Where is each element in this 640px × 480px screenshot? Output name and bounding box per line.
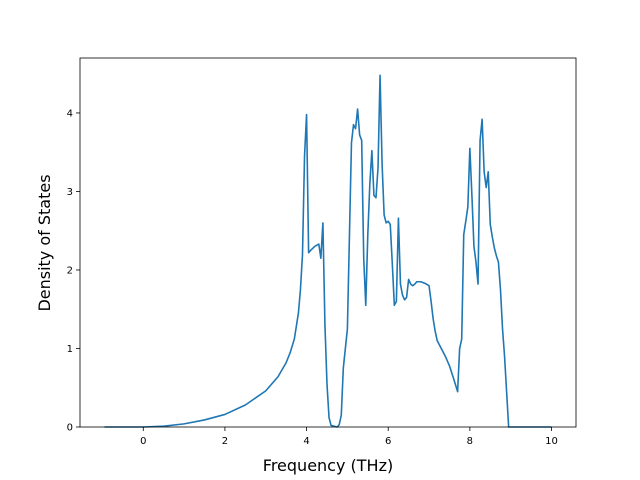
axes: 0 2 4 6 8 10 0 1 2 3 4 — [67, 57, 577, 447]
x-tick-label: 2 — [222, 436, 228, 447]
axes-frame — [79, 57, 577, 428]
x-tick-label: 4 — [303, 436, 309, 447]
dos-series-line-0 — [104, 74, 552, 428]
y-tick-label: 2 — [67, 265, 73, 276]
y-tick-label: 4 — [67, 108, 73, 119]
x-axis-label: Frequency (THz) — [263, 456, 393, 475]
plot-area — [104, 74, 552, 428]
x-tick-label: 10 — [545, 436, 558, 447]
y-axis-label: Density of States — [35, 174, 54, 311]
y-tick-label: 1 — [67, 344, 73, 355]
x-tick-label: 8 — [467, 436, 473, 447]
x-tick-label: 0 — [140, 436, 146, 447]
y-tick-label: 0 — [67, 423, 73, 434]
x-tick-label: 6 — [385, 436, 391, 447]
y-tick-label: 3 — [67, 187, 73, 198]
